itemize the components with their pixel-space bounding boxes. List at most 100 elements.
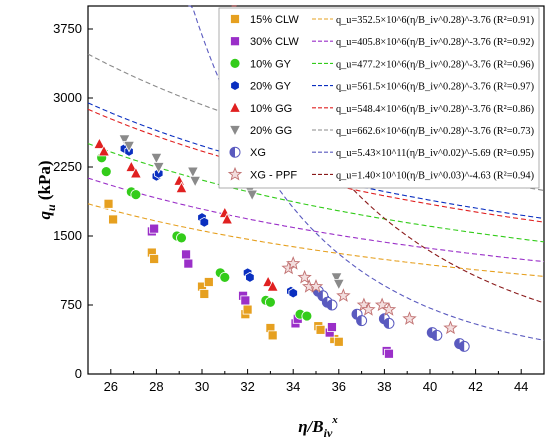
data-point bbox=[129, 166, 142, 179]
data-point bbox=[246, 189, 259, 202]
data-point bbox=[333, 336, 344, 347]
legend-equation: q_u=405.8×10^6(η/B_iv^0.28)^-3.76 (R²=0.… bbox=[336, 36, 534, 48]
legend-equation: q_u=1.40×10^10(η/B_iv^0.03)^-4.63 (R²=0.… bbox=[336, 169, 534, 181]
data-point bbox=[240, 295, 251, 306]
x-tick-label: 32 bbox=[240, 379, 254, 394]
data-point bbox=[176, 232, 187, 244]
y-axis-label: qu (kPa) bbox=[35, 160, 58, 219]
legend-equation: q_u=561.5×10^6(η/B_iv^0.28)^-3.76 (R²=0.… bbox=[336, 81, 534, 93]
data-point bbox=[199, 216, 210, 228]
data-point bbox=[297, 269, 312, 284]
data-point bbox=[173, 174, 186, 186]
legend-series-name: XG - PPF bbox=[250, 169, 297, 181]
data-point bbox=[118, 134, 131, 147]
data-point bbox=[150, 152, 163, 165]
fit-curve bbox=[87, 108, 545, 223]
data-point bbox=[266, 279, 279, 292]
legend-series-name: XG bbox=[250, 147, 266, 159]
data-point bbox=[443, 320, 458, 335]
data-point bbox=[431, 329, 443, 341]
data-point bbox=[402, 311, 417, 325]
fit-curve bbox=[87, 177, 545, 263]
data-point bbox=[229, 146, 241, 158]
legend-series-name: 20% GY bbox=[250, 81, 292, 93]
x-axis-ticks: 26 28 30 32 34 36 38 40 42 44 bbox=[87, 369, 545, 394]
data-point bbox=[227, 166, 243, 181]
legend-equation: q_u=5.43×10^11(η/B_iv^0.02)^-5.69 (R²=0.… bbox=[336, 147, 534, 159]
data-point bbox=[264, 296, 276, 308]
x-tick-label: 28 bbox=[149, 379, 163, 394]
y-tick-label: 3750 bbox=[53, 21, 82, 36]
data-point bbox=[125, 160, 138, 172]
data-point bbox=[219, 271, 231, 283]
legend-equation: q_u=548.4×10^6(η/B_iv^0.28)^-3.76 (R²=0.… bbox=[336, 103, 534, 115]
x-tick-label: 36 bbox=[332, 379, 346, 394]
data-point bbox=[374, 297, 390, 312]
data-point bbox=[228, 125, 242, 137]
legend-series-name: 10% GY bbox=[250, 58, 292, 70]
data-point bbox=[332, 278, 345, 291]
data-point bbox=[100, 166, 112, 178]
y-tick-label: 0 bbox=[75, 366, 82, 381]
x-tick-label: 40 bbox=[423, 379, 437, 394]
x-tick-label: 34 bbox=[286, 379, 300, 394]
data-point bbox=[245, 271, 255, 283]
y-tick-label: 3000 bbox=[53, 90, 82, 105]
legend-box bbox=[218, 7, 540, 189]
data-point bbox=[181, 249, 191, 260]
legend-equation: q_u=477.2×10^6(η/B_iv^0.28)^-3.76 (R²=0.… bbox=[336, 58, 534, 70]
legend-series-name: 10% GG bbox=[250, 103, 292, 115]
y-tick-label: 750 bbox=[60, 297, 82, 312]
data-point bbox=[189, 175, 202, 188]
data-point bbox=[384, 348, 394, 359]
data-point bbox=[381, 302, 397, 316]
legend-series-name: 30% CLW bbox=[250, 36, 299, 48]
data-point bbox=[356, 315, 368, 327]
legend-equation: q_u=662.6×10^6(η/B_iv^0.28)^-3.76 (R²=0.… bbox=[336, 125, 534, 137]
data-point bbox=[229, 58, 241, 69]
data-point bbox=[286, 256, 301, 270]
data-point bbox=[221, 212, 234, 225]
x-tick-label: 42 bbox=[468, 379, 482, 394]
data-point bbox=[152, 162, 165, 174]
data-point bbox=[130, 189, 142, 201]
data-point bbox=[103, 198, 114, 209]
data-point bbox=[122, 140, 136, 153]
legend-series-name: 15% CLW bbox=[250, 14, 299, 26]
x-axis-label: η/Bivx bbox=[298, 414, 338, 440]
data-point bbox=[308, 279, 324, 293]
legend-equation: q_u=352.5×10^6(η/B_iv^0.28)^-3.76 (R²=0.… bbox=[336, 14, 534, 26]
data-point bbox=[242, 304, 253, 315]
data-point bbox=[330, 272, 343, 285]
data-point bbox=[327, 322, 337, 332]
data-point bbox=[175, 181, 188, 194]
data-point bbox=[230, 80, 240, 91]
data-point bbox=[458, 340, 470, 352]
fit-curve bbox=[87, 143, 545, 243]
data-point bbox=[93, 137, 106, 149]
data-point bbox=[149, 223, 160, 234]
data-point bbox=[315, 324, 326, 335]
data-point bbox=[108, 214, 118, 225]
data-point bbox=[149, 254, 160, 264]
data-point bbox=[230, 14, 240, 24]
data-point bbox=[361, 302, 376, 316]
x-tick-label: 30 bbox=[195, 379, 209, 394]
legend-series-name: 20% GG bbox=[250, 125, 292, 137]
data-point bbox=[97, 144, 111, 157]
legend: 15% CLW q_u=352.5×10^6(η/B_iv^0.28)^-3.76… bbox=[218, 7, 540, 189]
data-points bbox=[93, 134, 470, 359]
fit-curve bbox=[87, 203, 545, 277]
data-point bbox=[203, 277, 214, 287]
data-point bbox=[186, 166, 199, 179]
data-point bbox=[199, 289, 210, 299]
x-tick-label: 44 bbox=[514, 379, 528, 394]
data-point bbox=[183, 258, 194, 269]
data-point bbox=[288, 287, 298, 299]
y-axis-ticks: 0 750 1500 2250 3000 3750 bbox=[53, 21, 93, 381]
y-tick-label: 1500 bbox=[53, 228, 82, 243]
data-point bbox=[326, 299, 338, 311]
data-point bbox=[336, 288, 351, 302]
data-point bbox=[230, 36, 240, 47]
